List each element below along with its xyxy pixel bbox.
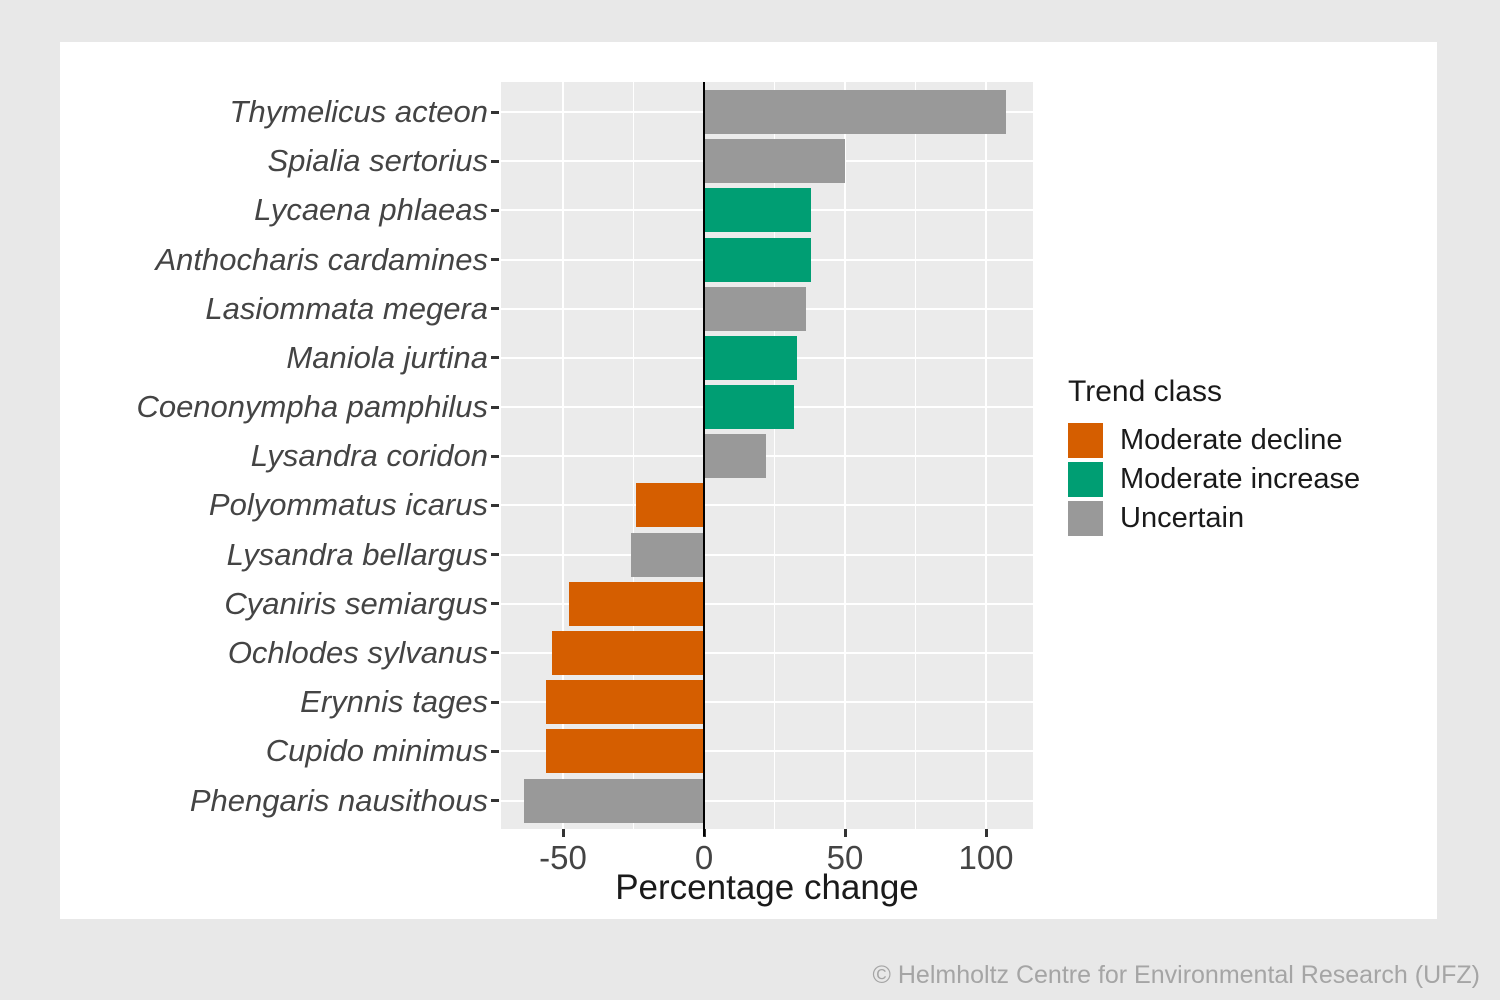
y-tick-mark <box>491 110 499 114</box>
y-tick-mark <box>491 208 499 212</box>
y-tick-mark <box>491 553 499 557</box>
y-axis-label-maniola-jurtina: Maniola jurtina <box>286 339 488 375</box>
gridline-row <box>501 750 1033 753</box>
plot-panel <box>501 82 1033 829</box>
x-tick-label: 0 <box>694 839 714 876</box>
legend-item-moderate-increase: Moderate increase <box>1068 462 1360 497</box>
y-axis-label-erynnis-tages: Erynnis tages <box>300 684 488 720</box>
footer-credit: © Helmholtz Centre for Environmental Res… <box>872 961 1481 989</box>
y-tick-mark <box>491 258 499 262</box>
gridline-row <box>501 504 1033 507</box>
x-tick-label: 100 <box>958 839 1014 876</box>
y-axis-label-thymelicus-acteon: Thymelicus acteon <box>229 94 488 129</box>
bar-thymelicus-acteon <box>704 90 1006 134</box>
bar-lasiommata-megera <box>704 286 806 331</box>
legend: Trend class Moderate decline Moderate inc… <box>1068 375 1360 540</box>
bar-polyommatus-icarus <box>636 483 704 528</box>
y-tick-mark <box>491 602 499 606</box>
y-tick-mark <box>491 749 499 753</box>
bar-maniola-jurtina <box>704 335 798 380</box>
y-axis-label-lycaena-phlaeas: Lycaena phlaeas <box>254 192 488 228</box>
x-axis-title: Percentage change <box>615 868 919 907</box>
y-tick-mark <box>491 356 499 360</box>
y-tick-mark <box>491 799 499 803</box>
bar-cyaniris-semiargus <box>568 581 704 626</box>
y-tick-mark <box>491 159 499 163</box>
legend-item-moderate-decline: Moderate decline <box>1068 423 1360 458</box>
y-axis-label-coenonympha-pamphilus: Coenonympha pamphilus <box>136 389 488 425</box>
y-axis-label-spialia-sertorius: Spialia sertorius <box>267 143 488 179</box>
legend-swatch-moderate-decline <box>1068 423 1103 458</box>
x-tick-mark <box>984 829 988 837</box>
legend-items: Moderate decline Moderate increase Uncerta… <box>1068 423 1360 536</box>
bar-erynnis-tages <box>546 680 704 725</box>
y-axis-label-phengaris-nausithous: Phengaris nausithous <box>189 782 488 818</box>
gridline-row <box>501 651 1033 654</box>
y-tick-mark <box>491 405 499 409</box>
y-axis-label-polyommatus-icarus: Polyommatus icarus <box>208 487 488 523</box>
gridline-row <box>501 799 1033 802</box>
bar-ochlodes-sylvanus <box>551 630 704 675</box>
bar-lysandra-bellargus <box>630 532 704 577</box>
y-tick-mark <box>491 651 499 655</box>
bar-spialia-sertorius <box>704 139 845 184</box>
bar-lysandra-coridon <box>704 434 767 479</box>
x-tick-mark <box>843 829 847 837</box>
y-axis-label-cupido-minimus: Cupido minimus <box>265 733 488 769</box>
legend-swatch-uncertain <box>1068 501 1103 536</box>
y-axis-label-lasiommata-megera: Lasiommata megera <box>205 290 488 326</box>
legend-item-label: Uncertain <box>1120 502 1245 534</box>
x-tick-label: -50 <box>539 839 587 876</box>
legend-title: Trend class <box>1068 375 1222 408</box>
y-axis-label-ochlodes-sylvanus: Ochlodes sylvanus <box>227 634 488 670</box>
gridline-row <box>501 701 1033 704</box>
zero-line <box>703 82 705 836</box>
y-tick-mark <box>491 700 499 704</box>
y-axis-label-lysandra-bellargus: Lysandra bellargus <box>226 536 488 572</box>
bar-coenonympha-pamphilus <box>704 385 795 430</box>
bar-anthocharis-cardamines <box>704 237 812 282</box>
bar-cupido-minimus <box>546 729 704 774</box>
gridline-row <box>501 553 1033 556</box>
bar-lycaena-phlaeas <box>704 188 812 233</box>
gridline-row <box>501 602 1033 605</box>
y-axis-label-cyaniris-semiargus: Cyaniris semiargus <box>224 585 488 621</box>
y-tick-mark <box>491 503 499 507</box>
y-tick-mark <box>491 307 499 311</box>
legend-swatch-moderate-increase <box>1068 462 1103 497</box>
legend-item-label: Moderate decline <box>1120 424 1343 456</box>
x-tick-label: 50 <box>826 839 864 876</box>
y-axis-label-lysandra-coridon: Lysandra coridon <box>250 438 488 474</box>
x-tick-mark <box>561 829 565 837</box>
bar-phengaris-nausithous <box>523 778 704 823</box>
legend-item-uncertain: Uncertain <box>1068 501 1360 536</box>
chart-card: Thymelicus acteon Spialia sertorius Lycaen… <box>60 42 1437 919</box>
legend-item-label: Moderate increase <box>1120 463 1361 495</box>
gridline-row <box>501 455 1033 458</box>
y-axis-label-anthocharis-cardamines: Anthocharis cardamines <box>155 241 488 277</box>
y-tick-mark <box>491 454 499 458</box>
